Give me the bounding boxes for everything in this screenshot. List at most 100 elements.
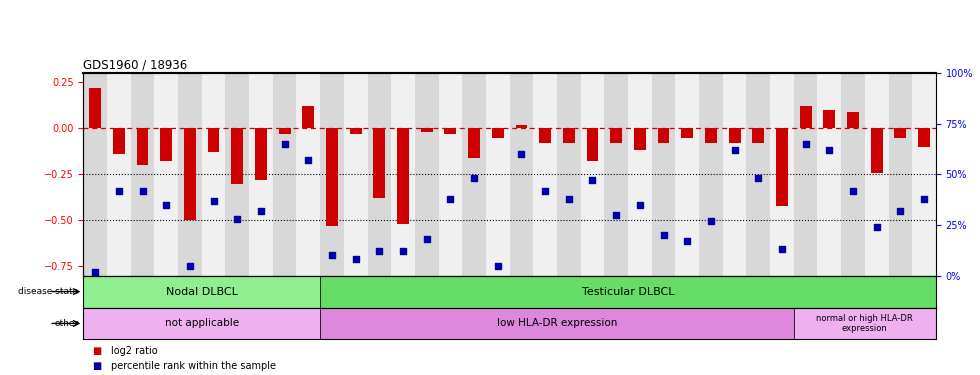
Point bbox=[253, 208, 269, 214]
Point bbox=[632, 202, 648, 208]
Point bbox=[206, 198, 221, 204]
Text: percentile rank within the sample: percentile rank within the sample bbox=[111, 361, 275, 370]
Point bbox=[774, 246, 790, 252]
Text: low HLA-DR expression: low HLA-DR expression bbox=[497, 318, 617, 328]
Bar bbox=[729, 128, 741, 143]
Bar bbox=[326, 128, 338, 226]
Bar bbox=[634, 128, 646, 150]
Bar bbox=[918, 128, 930, 147]
Bar bbox=[320, 73, 344, 276]
Bar bbox=[817, 73, 841, 276]
Point bbox=[159, 202, 174, 208]
Point bbox=[276, 141, 292, 147]
Bar bbox=[178, 73, 202, 276]
Bar bbox=[658, 128, 669, 143]
Bar bbox=[320, 308, 794, 339]
Bar bbox=[113, 128, 124, 154]
Bar bbox=[368, 73, 391, 276]
Bar bbox=[705, 128, 716, 143]
Point bbox=[845, 188, 860, 194]
Bar bbox=[847, 112, 858, 128]
Point bbox=[182, 262, 198, 268]
Text: ■: ■ bbox=[93, 361, 106, 370]
Bar bbox=[699, 73, 722, 276]
Bar bbox=[515, 124, 527, 128]
Point bbox=[324, 252, 340, 258]
Point bbox=[111, 188, 126, 194]
Bar bbox=[605, 73, 628, 276]
Point bbox=[893, 208, 908, 214]
Bar bbox=[747, 73, 770, 276]
Bar bbox=[865, 73, 889, 276]
Bar bbox=[587, 128, 599, 162]
Point bbox=[348, 256, 364, 262]
Point bbox=[609, 212, 624, 218]
Bar bbox=[557, 73, 580, 276]
Bar bbox=[468, 128, 480, 158]
Bar bbox=[823, 110, 835, 128]
Point bbox=[821, 147, 837, 153]
Text: not applicable: not applicable bbox=[165, 318, 239, 328]
Bar bbox=[397, 128, 409, 224]
Bar bbox=[155, 73, 178, 276]
Bar bbox=[83, 73, 107, 276]
Bar bbox=[912, 73, 936, 276]
Text: log2 ratio: log2 ratio bbox=[111, 346, 158, 355]
Bar bbox=[255, 128, 267, 180]
Bar bbox=[415, 73, 438, 276]
Bar bbox=[539, 128, 551, 143]
Text: GDS1960 / 18936: GDS1960 / 18936 bbox=[83, 59, 187, 72]
Point bbox=[87, 268, 103, 274]
Text: normal or high HLA-DR
expression: normal or high HLA-DR expression bbox=[816, 314, 913, 333]
Point bbox=[229, 216, 245, 222]
Bar bbox=[83, 308, 320, 339]
Bar bbox=[533, 73, 557, 276]
Bar bbox=[130, 73, 155, 276]
Bar bbox=[723, 73, 747, 276]
Bar bbox=[492, 128, 504, 138]
Bar bbox=[231, 128, 243, 184]
Bar bbox=[841, 73, 865, 276]
Bar bbox=[889, 73, 912, 276]
Bar bbox=[303, 106, 315, 128]
Bar bbox=[580, 73, 605, 276]
Text: Nodal DLBCL: Nodal DLBCL bbox=[166, 286, 238, 297]
Point bbox=[656, 232, 671, 238]
Text: other: other bbox=[54, 319, 78, 328]
Bar bbox=[420, 128, 432, 132]
Point bbox=[916, 196, 932, 202]
Point bbox=[798, 141, 813, 147]
Bar bbox=[895, 128, 906, 138]
Bar bbox=[225, 73, 249, 276]
Bar bbox=[770, 73, 794, 276]
Bar bbox=[486, 73, 510, 276]
Bar bbox=[776, 128, 788, 206]
Text: Testicular DLBCL: Testicular DLBCL bbox=[582, 286, 674, 297]
Bar bbox=[184, 128, 196, 220]
Bar bbox=[463, 73, 486, 276]
Bar bbox=[208, 128, 220, 152]
Text: ■: ■ bbox=[93, 346, 106, 355]
Bar bbox=[391, 73, 415, 276]
Bar bbox=[83, 276, 320, 308]
Point bbox=[751, 176, 766, 181]
Bar bbox=[871, 128, 883, 172]
Bar bbox=[753, 128, 764, 143]
Point bbox=[466, 176, 482, 181]
Bar bbox=[794, 73, 817, 276]
Bar bbox=[373, 128, 385, 198]
Text: disease state: disease state bbox=[19, 287, 78, 296]
Bar bbox=[344, 73, 368, 276]
Point bbox=[490, 262, 506, 268]
Bar bbox=[272, 73, 296, 276]
Bar bbox=[89, 88, 101, 128]
Point bbox=[395, 248, 411, 254]
Bar bbox=[628, 73, 652, 276]
Bar bbox=[563, 128, 574, 143]
Bar bbox=[794, 308, 936, 339]
Bar bbox=[161, 128, 172, 162]
Bar bbox=[107, 73, 130, 276]
Point bbox=[869, 224, 885, 230]
Bar bbox=[510, 73, 533, 276]
Bar bbox=[445, 128, 457, 134]
